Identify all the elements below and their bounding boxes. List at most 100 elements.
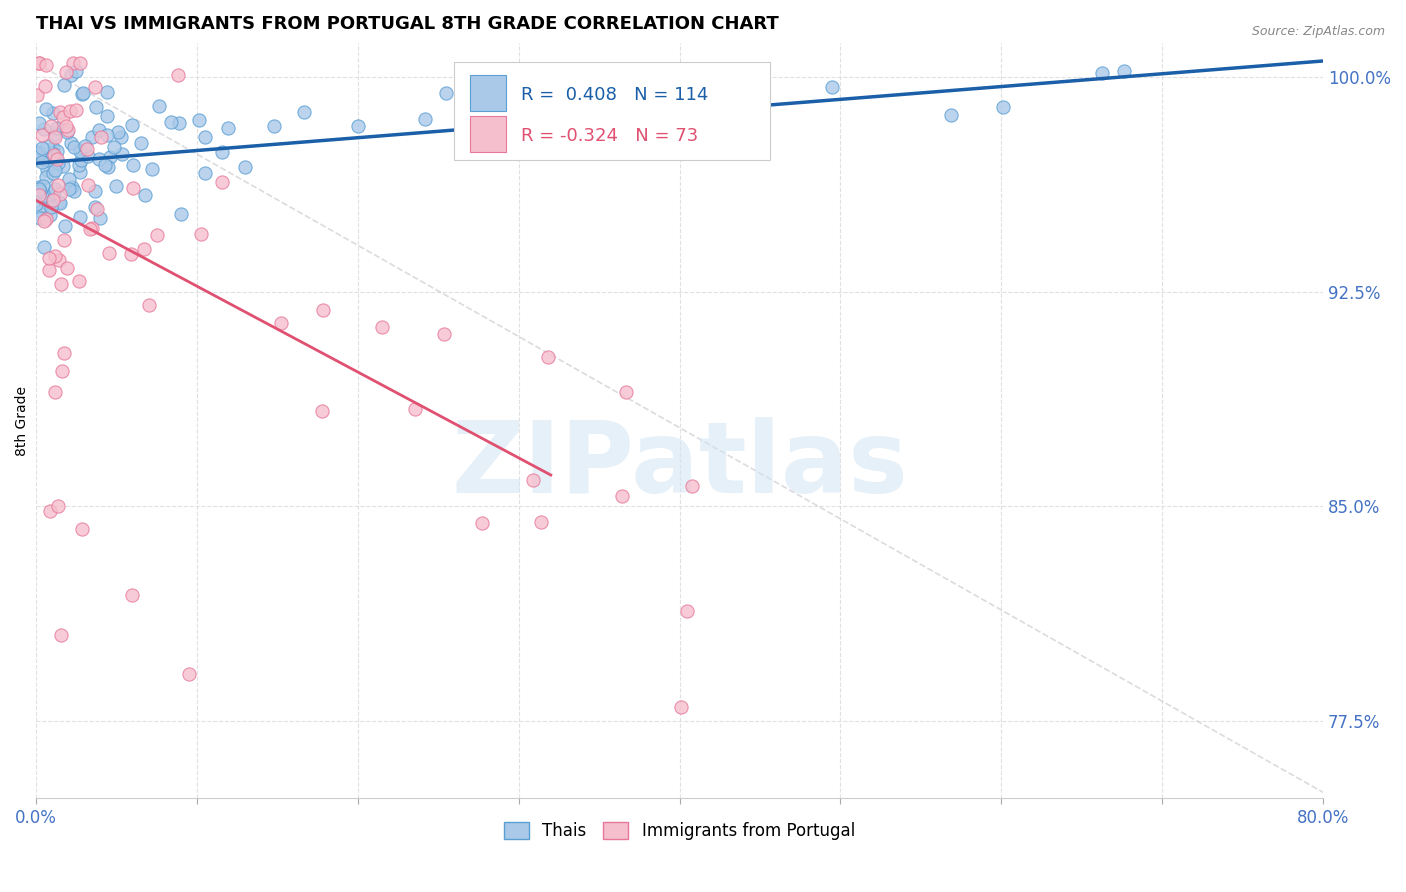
- Point: [28, 184, 51, 198]
- Point: [39, 200, 62, 214]
- Point: [138, 298, 160, 312]
- Point: [35, 169, 58, 184]
- Point: [52, 159, 75, 173]
- Point: [62, 56, 84, 70]
- Point: [65, 103, 87, 117]
- Text: ZIPatlas: ZIPatlas: [451, 417, 908, 515]
- Point: [32, 178, 55, 193]
- Point: [60, 136, 83, 151]
- Point: [25, 145, 48, 160]
- Point: [121, 181, 143, 195]
- Point: [263, 120, 285, 134]
- Point: [51, 364, 73, 378]
- Point: [707, 125, 730, 139]
- Point: [194, 130, 217, 145]
- Point: [821, 79, 844, 94]
- Point: [311, 303, 333, 318]
- Point: [939, 108, 962, 122]
- Point: [41, 145, 63, 160]
- Point: [233, 160, 256, 174]
- Point: [499, 138, 522, 153]
- Point: [49, 627, 72, 641]
- Point: [97, 160, 120, 174]
- Point: [614, 385, 637, 400]
- Point: [211, 145, 233, 160]
- Point: [170, 207, 193, 221]
- Point: [52, 78, 75, 92]
- Point: [28, 116, 51, 130]
- Point: [39, 119, 62, 133]
- Point: [44, 128, 66, 142]
- Point: [70, 153, 93, 167]
- Point: [69, 165, 91, 179]
- Point: [28, 56, 51, 70]
- Point: [37, 163, 59, 178]
- Text: R = -0.324   N = 73: R = -0.324 N = 73: [522, 127, 699, 145]
- Point: [58, 182, 80, 196]
- Point: [122, 158, 145, 172]
- Point: [38, 263, 60, 277]
- Point: [46, 153, 69, 167]
- Point: [530, 515, 553, 529]
- Point: [42, 185, 65, 199]
- Point: [32, 239, 55, 253]
- Point: [522, 473, 544, 487]
- Point: [471, 516, 494, 531]
- Point: [46, 499, 69, 513]
- Point: [56, 125, 79, 139]
- Point: [44, 129, 66, 144]
- Text: THAI VS IMMIGRANTS FROM PORTUGAL 8TH GRADE CORRELATION CHART: THAI VS IMMIGRANTS FROM PORTUGAL 8TH GRA…: [37, 15, 779, 33]
- Point: [35, 138, 58, 153]
- Point: [44, 182, 66, 196]
- Point: [53, 219, 76, 233]
- Point: [56, 260, 79, 275]
- Point: [991, 100, 1014, 114]
- Point: [49, 187, 72, 202]
- Point: [58, 172, 80, 186]
- Point: [107, 125, 129, 139]
- Point: [121, 119, 143, 133]
- Point: [148, 99, 170, 113]
- Point: [70, 522, 93, 536]
- Point: [55, 120, 77, 134]
- Legend: Thais, Immigrants from Portugal: Thais, Immigrants from Portugal: [498, 815, 862, 847]
- Point: [25, 197, 48, 211]
- Point: [134, 187, 156, 202]
- Point: [52, 111, 75, 125]
- Point: [129, 136, 152, 150]
- Point: [51, 277, 73, 291]
- Point: [46, 156, 69, 170]
- Point: [79, 222, 101, 236]
- FancyBboxPatch shape: [454, 62, 769, 160]
- Point: [25, 88, 48, 103]
- Point: [27, 147, 49, 161]
- Point: [34, 203, 56, 218]
- Point: [612, 81, 634, 95]
- Point: [39, 208, 62, 222]
- Point: [70, 87, 93, 101]
- Point: [132, 242, 155, 256]
- Point: [87, 123, 110, 137]
- Point: [193, 166, 215, 180]
- Point: [52, 345, 75, 359]
- Point: [187, 112, 209, 127]
- Point: [76, 178, 98, 193]
- Point: [42, 191, 65, 205]
- Point: [67, 158, 90, 172]
- Point: [675, 603, 697, 617]
- Point: [52, 233, 75, 247]
- Point: [28, 145, 51, 160]
- Point: [72, 87, 94, 101]
- Point: [413, 112, 436, 126]
- Point: [65, 64, 87, 78]
- Point: [35, 211, 58, 226]
- Point: [31, 128, 53, 142]
- Point: [434, 86, 457, 100]
- Point: [80, 220, 103, 235]
- Point: [141, 161, 163, 176]
- Point: [90, 129, 112, 144]
- Point: [32, 213, 55, 227]
- Point: [404, 402, 426, 417]
- Point: [32, 149, 55, 163]
- Point: [55, 65, 77, 79]
